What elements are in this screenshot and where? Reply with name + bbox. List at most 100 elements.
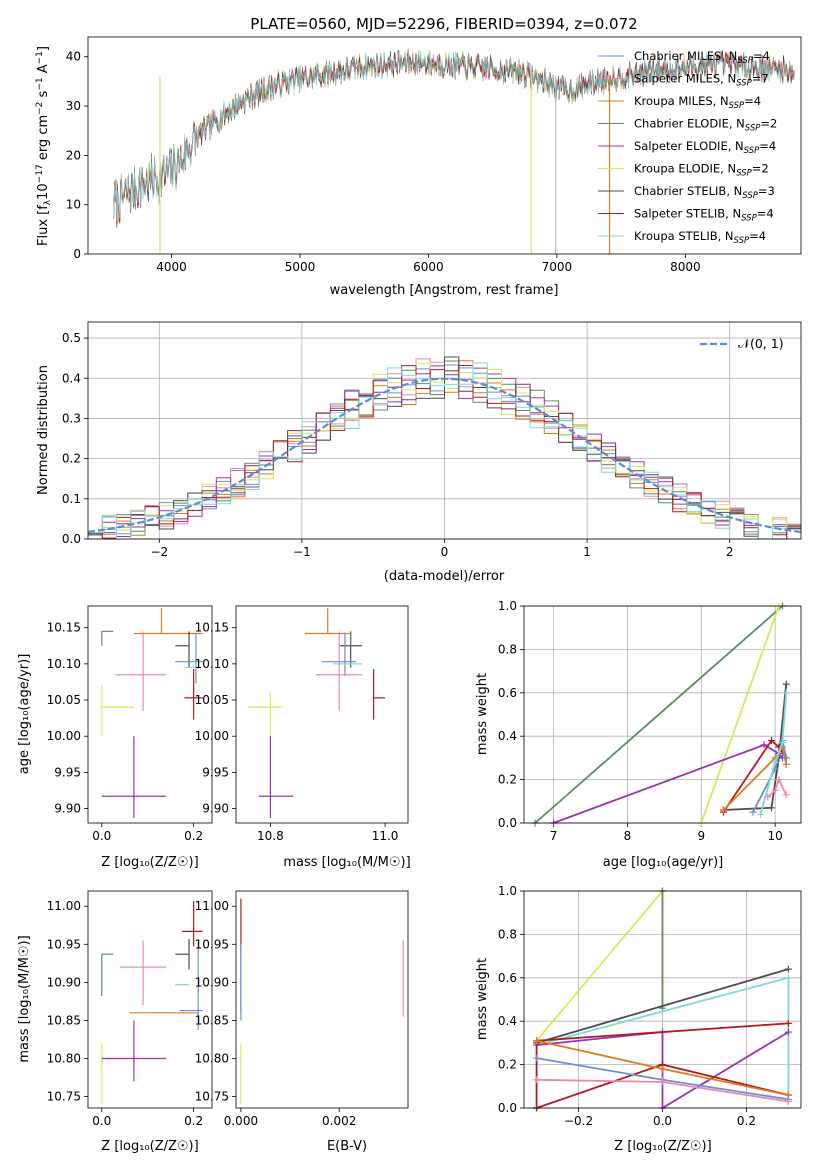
- axes-frame: [87, 36, 802, 255]
- weight-marker: [782, 680, 790, 688]
- axes-frame: [87, 890, 213, 1109]
- legend-entry: 𝒩(0, 1): [738, 336, 784, 351]
- legend-entry: Chabrier MILES, NSSP=4: [634, 49, 770, 66]
- y-tick-label: 9.90: [54, 802, 81, 816]
- legend-entry: Kroupa MILES, NSSP=4: [634, 94, 761, 111]
- axes-frame: [235, 890, 409, 1109]
- age-vs-metallicity-panel: 0.0 0.2 9.90 9.95 10.00 10.05 10.10 10.15 Z [log…: [17, 605, 213, 870]
- x-tick-label: 4000: [156, 260, 187, 274]
- axes-frame: [87, 321, 802, 540]
- y-tick-label: 10.90: [195, 975, 229, 989]
- x-tick-label: 0.000: [224, 1114, 258, 1128]
- axis-xlabel: Z [log₁₀(Z/Z☉)]: [101, 855, 198, 870]
- y-tick-label: 0.8: [498, 927, 517, 941]
- x-tick-label: 0.002: [322, 1114, 356, 1128]
- weight-vs-age-panel: 7 8 9 10 0.0 0.2 0.4 0.6 0.8 1.0 age [log₁₀(age/yr…: [475, 599, 802, 870]
- y-tick-label: 0.2: [498, 1058, 517, 1072]
- weight-marker: [771, 758, 779, 766]
- spectrum-ylabel: Flux [fλ10−17 erg cm−2 s−1 A−1]: [35, 46, 53, 246]
- y-tick-label: 0.2: [498, 773, 517, 787]
- legend-entry: Kroupa ELODIE, NSSP=2: [634, 162, 769, 179]
- mass-vs-ebv-panel: 0.000 0.002 10.75 10.80 10.85 10.90 10.95 11.00…: [195, 890, 409, 1154]
- x-tick-label: 11.0: [372, 829, 399, 843]
- y-tick-label: 10: [66, 198, 81, 212]
- weight-marker: [659, 1078, 666, 1086]
- y-tick-label: 11.00: [47, 899, 81, 913]
- y-tick-label: 40: [66, 50, 81, 64]
- x-tick-label: −0.2: [564, 1114, 593, 1128]
- y-tick-label: 0.8: [498, 642, 517, 656]
- axis-ylabel: age [log₁₀(age/yr)]: [17, 654, 32, 775]
- axis-xlabel: E(B-V): [327, 1139, 367, 1154]
- residuals-ylabel: Normed distribution: [36, 365, 51, 495]
- axis-xlabel: age [log₁₀(age/yr)]: [603, 855, 724, 870]
- y-tick-label: 0.1: [62, 492, 81, 506]
- axes-frame: [523, 890, 802, 1109]
- y-tick-label: 0.0: [62, 532, 81, 546]
- y-tick-label: 1.0: [498, 884, 517, 898]
- y-tick-label: 10.15: [195, 621, 229, 635]
- x-tick-label: 0.2: [737, 1114, 756, 1128]
- weight-line: [767, 777, 788, 798]
- y-tick-label: 10.10: [195, 657, 229, 671]
- weight-line: [535, 890, 664, 1042]
- x-tick-label: 7000: [542, 260, 573, 274]
- weight-line: [759, 692, 788, 815]
- y-tick-label: 10.75: [47, 1090, 81, 1104]
- x-tick-label: −1: [293, 545, 311, 559]
- y-tick-label: 10.80: [47, 1052, 81, 1066]
- x-tick-label: 1: [583, 545, 591, 559]
- legend-entry: Chabrier ELODIE, NSSP=2: [634, 117, 777, 134]
- y-tick-label: 11.00: [195, 899, 229, 913]
- legend-entry: Kroupa STELIB, NSSP=4: [634, 229, 766, 246]
- spectrum-line: [113, 50, 795, 221]
- x-tick-label: 8000: [670, 260, 701, 274]
- axis-xlabel: Z [log₁₀(Z/Z☉)]: [614, 1139, 711, 1154]
- y-tick-label: 10.00: [47, 729, 81, 743]
- x-tick-label: 10.8: [257, 829, 284, 843]
- y-tick-label: 10.05: [47, 693, 81, 707]
- weight-marker: [784, 1019, 792, 1027]
- spectrum-panel: PLATE=0560, MJD=52296, FIBERID=0394, z=0…: [35, 15, 802, 298]
- residual-histogram: [88, 362, 801, 540]
- weight-marker: [782, 689, 790, 697]
- gaussian-curve: [87, 377, 802, 534]
- y-tick-label: 10.75: [195, 1090, 229, 1104]
- y-tick-label: 0.0: [498, 816, 517, 830]
- legend-entry: Salpeter ELODIE, NSSP=4: [634, 139, 776, 156]
- axis-ylabel: mass weight: [475, 673, 490, 755]
- axes-frame: [235, 605, 409, 824]
- age-vs-mass-panel: 10.8 11.0 9.90 9.95 10.00 10.05 10.10 10.15 mass…: [195, 605, 411, 870]
- weight-marker: [782, 760, 790, 768]
- x-tick-label: 9: [697, 829, 705, 843]
- weight-marker: [784, 1097, 792, 1105]
- y-tick-label: 0.3: [62, 411, 81, 425]
- x-tick-label: 0.2: [184, 1114, 203, 1128]
- x-tick-label: 0.0: [92, 1114, 111, 1128]
- weight-marker: [749, 808, 757, 816]
- legend-entry: Salpeter STELIB, NSSP=4: [634, 207, 774, 224]
- mass-vs-metallicity-panel: 0.0 0.2 10.75 10.80 10.85 10.90 10.95 11.00 Z [l…: [17, 890, 213, 1154]
- residuals-panel: −2 −1 0 1 2 0.0 0.1 0.2 0.3 0.4 0.5 𝒩(0, 1) (data-m…: [36, 321, 802, 584]
- x-tick-label: 0.2: [184, 829, 203, 843]
- weight-line: [723, 684, 788, 811]
- weight-marker: [756, 810, 764, 818]
- weight-vs-metallicity-panel: −0.2 0.0 0.2 0.0 0.2 0.4 0.6 0.8 1.0 Z [log₁₀(Z/Z…: [475, 884, 802, 1154]
- weight-marker: [760, 741, 768, 749]
- weight-line: [722, 739, 787, 813]
- weight-marker: [767, 737, 775, 745]
- y-tick-label: 0.6: [498, 686, 517, 700]
- weight-line: [536, 968, 789, 1044]
- y-tick-label: 0.0: [498, 1101, 517, 1115]
- y-tick-label: 10.00: [195, 729, 229, 743]
- x-tick-label: 7: [550, 829, 558, 843]
- weight-marker: [771, 786, 779, 794]
- y-tick-label: 0: [73, 247, 81, 261]
- y-tick-label: 9.95: [202, 765, 229, 779]
- y-tick-label: 10.85: [195, 1013, 229, 1027]
- y-tick-label: 0.5: [62, 331, 81, 345]
- x-tick-label: 5000: [285, 260, 316, 274]
- x-tick-label: 6000: [413, 260, 444, 274]
- y-tick-label: 0.4: [498, 1014, 517, 1028]
